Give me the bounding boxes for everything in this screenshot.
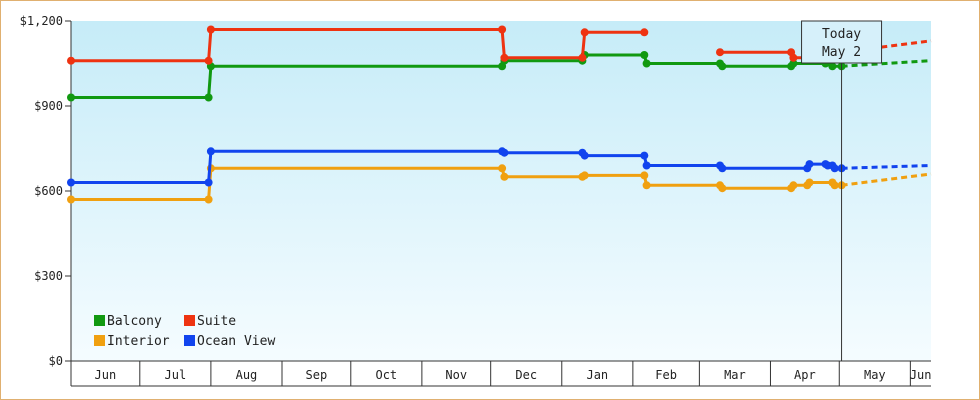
balcony-point <box>642 59 651 68</box>
suite-point <box>716 48 724 57</box>
x-tick-label: Aug <box>236 368 258 382</box>
balcony-point <box>204 93 213 102</box>
suite-point <box>578 53 587 62</box>
balcony-point <box>718 62 727 71</box>
ocean-view-point <box>642 161 651 170</box>
plot-area <box>71 21 931 361</box>
legend: Balcony Suite Interior Ocean View <box>94 314 275 349</box>
legend-label-ocean-view: Ocean View <box>197 334 275 349</box>
interior-point <box>789 181 798 190</box>
suite-line <box>71 28 645 63</box>
x-tick-label: Apr <box>794 368 816 382</box>
balcony-point <box>67 93 75 102</box>
suite-point <box>500 53 509 62</box>
ocean-view-point <box>67 178 75 187</box>
x-tick-label: Sep <box>306 368 328 382</box>
suite-point <box>789 53 798 62</box>
interior-forecast-line <box>841 172 932 187</box>
ocean-view-point <box>640 151 649 160</box>
x-tick-label: May <box>864 368 886 382</box>
interior-point <box>640 171 649 180</box>
ocean-view-point <box>830 164 839 173</box>
ocean-view-point <box>204 178 213 187</box>
y-axis: $0 $300 $600 $900 $1,200 <box>20 14 72 386</box>
series-ocean-view <box>67 147 932 187</box>
legend-swatch-suite <box>184 315 195 326</box>
interior-point <box>805 178 814 187</box>
y-tick-label: $1,200 <box>20 14 63 28</box>
legend-label-balcony: Balcony <box>107 314 162 329</box>
interior-point <box>498 164 507 173</box>
suite-point <box>67 56 75 65</box>
legend-label-interior: Interior <box>107 334 170 349</box>
x-tick-label: Oct <box>375 368 397 382</box>
interior-point <box>500 172 509 181</box>
interior-point <box>830 181 839 190</box>
suite-point <box>580 28 589 37</box>
x-tick-label: Nov <box>445 368 467 382</box>
y-tick-label: $900 <box>34 99 63 113</box>
y-tick-label: $600 <box>34 184 63 198</box>
legend-label-suite: Suite <box>197 314 236 329</box>
ocean-view-point <box>500 148 509 157</box>
balcony-forecast-line <box>841 59 932 68</box>
ocean-view-point <box>580 151 589 160</box>
suite-point <box>206 25 215 34</box>
interior-point <box>642 181 651 190</box>
x-tick-label: Feb <box>655 368 677 382</box>
today-date: May 2 <box>822 45 861 60</box>
ocean-view-point <box>206 147 215 156</box>
ocean-view-point <box>805 160 814 169</box>
suite-point <box>640 28 649 37</box>
ocean-view-forecast-line <box>841 164 932 170</box>
interior-point <box>67 195 75 204</box>
x-axis: Jun Jul Aug Sep Oct Nov Dec Jan Feb Mar Apr May Jun <box>71 360 932 387</box>
today-marker: Today May 2 <box>801 20 883 361</box>
x-tick-label: Dec <box>515 368 537 382</box>
ocean-view-point <box>718 164 727 173</box>
balcony-point <box>640 51 649 59</box>
x-tick-label: Jun <box>95 368 117 382</box>
legend-swatch-ocean-view <box>184 335 195 346</box>
y-tick-label: $0 <box>49 354 63 368</box>
interior-point <box>204 195 213 204</box>
x-tick-label: Mar <box>724 368 746 382</box>
suite-point <box>498 25 507 34</box>
x-tick-label: Jul <box>165 368 187 382</box>
balcony-point <box>828 62 837 71</box>
suite-point <box>204 56 213 65</box>
x-tick-label: Jan <box>586 368 608 382</box>
interior-point <box>718 184 727 193</box>
interior-point <box>580 171 589 180</box>
y-tick-label: $300 <box>34 269 63 283</box>
today-label-box <box>801 20 883 64</box>
legend-swatch-interior <box>94 335 105 346</box>
x-tick-label: Jun <box>910 368 932 382</box>
series-interior <box>67 164 932 204</box>
legend-swatch-balcony <box>94 315 105 326</box>
balcony-point <box>789 59 798 68</box>
today-label: Today <box>822 27 861 42</box>
